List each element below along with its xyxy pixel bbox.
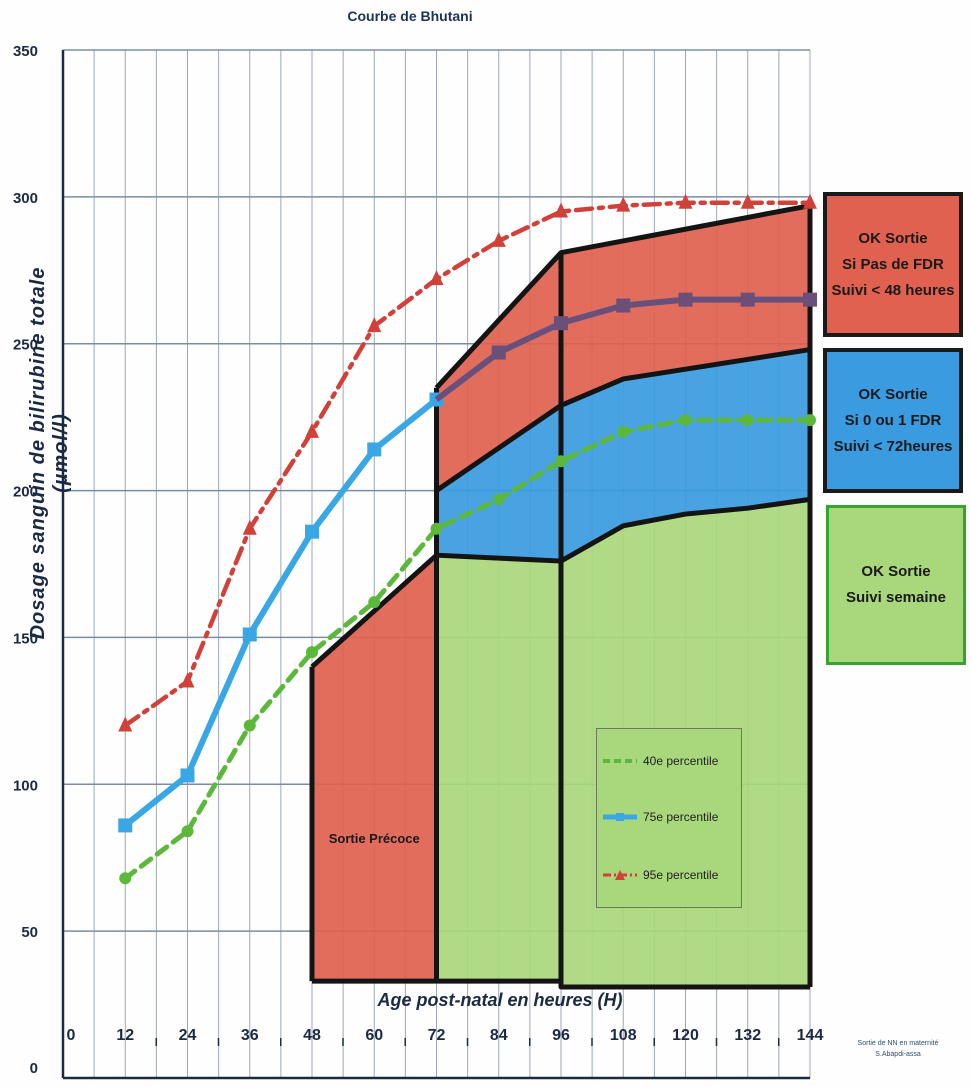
zone-boundary <box>310 553 439 669</box>
series-point-95 <box>740 193 755 209</box>
series-point-75 <box>118 818 133 833</box>
zone-boundary <box>436 552 562 564</box>
chart-legend: 40e percentile 75e percentile 95e percen… <box>596 728 742 908</box>
series-point-40 <box>368 596 381 609</box>
series-point-40 <box>617 425 630 438</box>
y-tick-label: 0 <box>30 1060 38 1077</box>
series-point-40 <box>741 414 754 427</box>
zone-boundary <box>435 347 811 493</box>
legend-swatch-40 <box>603 759 637 763</box>
y-tick-label: 300 <box>13 190 38 207</box>
legend-label-95: 95e percentile <box>643 868 719 882</box>
x-tick-label: 72 <box>428 1027 446 1044</box>
x-tick-label: 60 <box>365 1027 383 1044</box>
legend-label-75: 75e percentile <box>643 810 719 824</box>
x-tick-label: 0 <box>67 1027 76 1044</box>
credit-note: Sortie de NN en maternité S.Abapdi-assa <box>838 1038 958 1060</box>
zone-label-sortie-precoce: Sortie Précoce <box>329 831 420 846</box>
y-tick-label: 100 <box>13 777 38 794</box>
series-point-95 <box>803 193 817 209</box>
x-tick-label: 48 <box>303 1027 321 1044</box>
chart-axes <box>61 50 810 1080</box>
series-point-75 <box>180 768 195 783</box>
credit-line-2: S.Abapdi-assa <box>875 1051 921 1058</box>
side-box-blue: OK Sortie Si 0 ou 1 FDR Suivi < 72heures <box>823 348 963 493</box>
side-box-blue-line-1: OK Sortie <box>858 385 928 403</box>
series-point-95 <box>678 193 693 209</box>
y-tick-label: 150 <box>13 630 38 647</box>
legend-swatch-75 <box>603 813 637 821</box>
side-box-red-line-2: Si Pas de FDR <box>842 255 944 273</box>
series-point-40 <box>430 522 443 535</box>
series-point-40 <box>804 414 816 427</box>
zone-red-top <box>436 205 810 491</box>
tick-labels: 0 50 100 150 200 250 300 350 0 12 24 36 48 60 72 84 96 10… <box>13 43 823 1077</box>
credit-line-1: Sortie de NN en maternité <box>857 1040 939 1047</box>
series-point-40 <box>679 414 692 427</box>
y-tick-label: 50 <box>21 924 38 941</box>
x-tick-label: 12 <box>116 1027 134 1044</box>
series-point-95 <box>616 196 631 212</box>
series-point-95 <box>242 519 257 535</box>
legend-swatch-95 <box>603 870 637 880</box>
zone-sortie-precoce <box>312 555 437 982</box>
y-axis-label: Dosage sanguin de bilirubine totale (µmo… <box>27 266 72 640</box>
side-box-red: OK Sortie Si Pas de FDR Suivi < 48 heure… <box>823 192 963 337</box>
x-tick-label: 120 <box>672 1027 699 1044</box>
legend-item-40: 40e percentile <box>603 751 718 771</box>
zone-boundary <box>312 978 810 990</box>
series-point-40 <box>181 825 194 838</box>
series-line-2 <box>123 200 813 728</box>
legend-label-40: 40e percentile <box>643 754 719 768</box>
side-box-blue-line-3: Suivi < 72heures <box>833 437 953 455</box>
x-tick-label: 36 <box>241 1027 259 1044</box>
chart-title: Courbe de Bhutani <box>347 8 473 24</box>
series-point-95 <box>180 672 195 688</box>
side-box-red-line-3: Suivi < 48 heures <box>831 281 955 299</box>
y-tick-label: 350 <box>13 43 38 60</box>
series-point-40 <box>119 872 132 885</box>
legend-item-75: 75e percentile <box>603 807 718 827</box>
series-point-95 <box>367 317 382 333</box>
side-box-red-line-1: OK Sortie <box>858 229 928 247</box>
series-point-95 <box>554 202 568 218</box>
y-tick-label: 200 <box>13 484 38 501</box>
series-point-95 <box>305 422 319 438</box>
zone-boundary <box>559 496 811 564</box>
zone-green-1 <box>436 555 561 982</box>
series-point-75 <box>242 627 257 642</box>
chart-series <box>118 193 817 885</box>
series-point-95 <box>491 231 506 247</box>
series-point-95 <box>118 716 133 732</box>
series-line-75-overlay <box>434 296 810 402</box>
x-tick-label: 84 <box>490 1027 508 1044</box>
side-box-green: OK Sortie Suivi semaine <box>826 505 966 665</box>
x-axis-label: Age post-natal en heures (H) <box>377 990 623 1010</box>
series-point-95 <box>429 270 444 286</box>
x-tick-label: 132 <box>734 1027 761 1044</box>
y-tick-label: 250 <box>13 337 38 354</box>
series-point-75 <box>305 524 319 539</box>
series-point-40 <box>306 646 318 659</box>
series-point-40 <box>492 493 505 506</box>
side-box-green-line-1: OK Sortie <box>861 563 931 580</box>
series-line-0 <box>122 417 813 881</box>
side-box-green-line-2: Suivi semaine <box>845 589 947 606</box>
zone-blue <box>436 349 810 562</box>
x-tick-label: 96 <box>552 1027 570 1044</box>
x-tick-label: 144 <box>797 1027 824 1044</box>
series-point-75 <box>367 442 382 457</box>
x-tick-label: 108 <box>610 1027 637 1044</box>
series-point-40 <box>555 455 567 468</box>
x-tick-label: 24 <box>179 1027 197 1044</box>
series-point-40 <box>243 719 256 732</box>
legend-item-95: 95e percentile <box>603 865 718 885</box>
side-box-blue-line-2: Si 0 ou 1 FDR <box>844 411 942 429</box>
